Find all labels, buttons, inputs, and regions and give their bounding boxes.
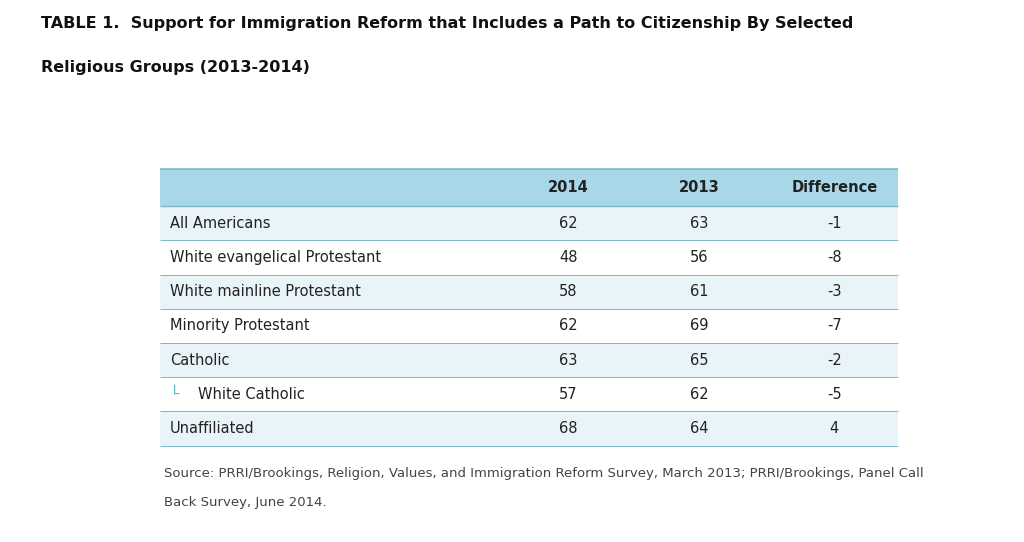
Bar xyxy=(160,309,898,343)
Text: Back Survey, June 2014.: Back Survey, June 2014. xyxy=(164,496,327,509)
Text: -2: -2 xyxy=(827,353,842,367)
Text: -5: -5 xyxy=(827,387,842,402)
Text: 48: 48 xyxy=(559,250,578,265)
Text: Minority Protestant: Minority Protestant xyxy=(170,318,309,333)
Text: White Catholic: White Catholic xyxy=(198,387,305,402)
Text: 63: 63 xyxy=(690,216,709,231)
Bar xyxy=(160,169,898,206)
Text: 2013: 2013 xyxy=(679,180,720,195)
Text: 64: 64 xyxy=(690,421,709,436)
Text: White mainline Protestant: White mainline Protestant xyxy=(170,284,360,299)
Text: Catholic: Catholic xyxy=(170,353,229,367)
Text: 56: 56 xyxy=(690,250,709,265)
Text: White evangelical Protestant: White evangelical Protestant xyxy=(170,250,381,265)
Text: -1: -1 xyxy=(827,216,842,231)
Bar xyxy=(160,411,898,446)
Text: 57: 57 xyxy=(559,387,578,402)
Text: -7: -7 xyxy=(827,318,842,333)
Text: 63: 63 xyxy=(559,353,578,367)
Text: 58: 58 xyxy=(559,284,578,299)
Text: 62: 62 xyxy=(559,216,578,231)
Text: Religious Groups (2013-2014): Religious Groups (2013-2014) xyxy=(41,60,310,75)
Bar xyxy=(160,343,898,377)
Text: Difference: Difference xyxy=(792,180,878,195)
Bar xyxy=(160,206,898,240)
Text: └: └ xyxy=(170,387,179,402)
Bar xyxy=(160,275,898,309)
Text: All Americans: All Americans xyxy=(170,216,270,231)
Text: 61: 61 xyxy=(690,284,709,299)
Bar xyxy=(160,377,898,411)
Text: Source: PRRI/Brookings, Religion, Values, and Immigration Reform Survey, March 2: Source: PRRI/Brookings, Religion, Values… xyxy=(164,467,924,480)
Text: -3: -3 xyxy=(827,284,842,299)
Text: TABLE 1.  Support for Immigration Reform that Includes a Path to Citizenship By : TABLE 1. Support for Immigration Reform … xyxy=(41,16,853,31)
Text: 62: 62 xyxy=(690,387,709,402)
Text: 65: 65 xyxy=(690,353,709,367)
Text: 68: 68 xyxy=(559,421,578,436)
Text: 4: 4 xyxy=(829,421,839,436)
Text: 2014: 2014 xyxy=(548,180,589,195)
Text: 62: 62 xyxy=(559,318,578,333)
Text: 69: 69 xyxy=(690,318,709,333)
Text: -8: -8 xyxy=(827,250,842,265)
Text: Unaffiliated: Unaffiliated xyxy=(170,421,255,436)
Bar xyxy=(160,240,898,275)
